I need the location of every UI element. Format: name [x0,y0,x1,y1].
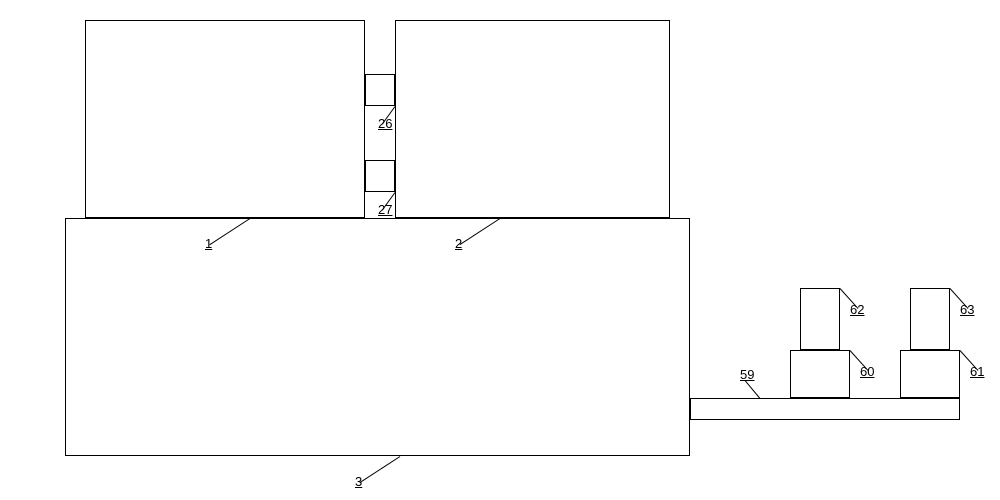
leader-line [360,456,401,483]
part-label-62: 62 [850,302,864,317]
part-label-27: 27 [378,202,392,217]
part-label-2: 2 [455,236,462,251]
part-label-3: 3 [355,474,362,489]
stub-left-base [790,350,850,398]
stub-left-top [800,288,840,350]
stub-right-base [900,350,960,398]
part-label-60: 60 [860,364,874,379]
stub-right-top [910,288,950,350]
right-top-block [395,20,670,218]
left-top-block [85,20,365,218]
part-label-61: 61 [970,364,984,379]
base-block [65,218,690,456]
connector-bottom [365,160,395,192]
leader-line [745,380,761,399]
part-label-1: 1 [205,236,212,251]
arm [690,398,960,420]
part-label-26: 26 [378,116,392,131]
part-label-59: 59 [740,367,754,382]
part-label-63: 63 [960,302,974,317]
connector-top [365,74,395,106]
